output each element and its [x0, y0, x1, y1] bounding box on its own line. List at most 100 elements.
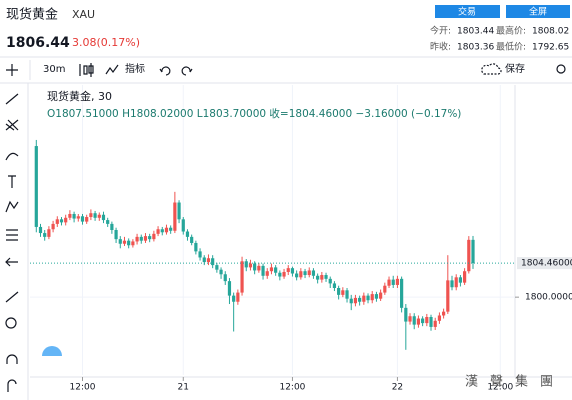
candle-body: [290, 268, 295, 274]
legend-title: 现货黄金, 30: [47, 89, 112, 103]
candle-body: [131, 241, 135, 246]
candle-body: [194, 242, 198, 252]
candle-body: [341, 290, 345, 295]
undo[interactable]: [159, 66, 171, 76]
code: XAU: [72, 8, 95, 21]
candle-body: [337, 288, 341, 295]
stat-value: 1808.02: [532, 27, 569, 37]
magnet-tool[interactable]: [6, 354, 18, 364]
stat-label: 最低价:: [496, 41, 526, 53]
candle-body: [34, 146, 38, 227]
candle-body: [429, 317, 433, 327]
candle-body: [89, 213, 93, 218]
candle-body: [118, 239, 122, 244]
stat-value: 1803.36: [457, 43, 494, 53]
candle-body: [106, 220, 110, 224]
candle-body: [320, 275, 324, 280]
candle-body: [282, 271, 286, 277]
candle-body: [400, 278, 404, 308]
trade-button[interactable]: [435, 5, 500, 18]
crosshair-tool[interactable]: [6, 64, 18, 76]
stat-value: 1792.65: [532, 43, 569, 53]
candle-body: [43, 233, 47, 237]
candle-body: [471, 239, 475, 264]
candle-body: [299, 271, 303, 278]
zoom-tool[interactable]: [5, 317, 17, 329]
candle-body: [374, 294, 379, 299]
candle-body: [442, 311, 446, 316]
candle-body: [278, 272, 282, 277]
line-tool[interactable]: [5, 93, 19, 105]
candle-body: [51, 223, 55, 230]
candle-body: [227, 281, 232, 296]
indicator-icon[interactable]: [105, 64, 119, 75]
candle-body: [236, 292, 240, 302]
candle-body: [349, 298, 353, 304]
candle-body: [383, 285, 387, 293]
candle-body: [148, 236, 152, 240]
candle-body: [370, 294, 374, 301]
candle-body: [248, 263, 253, 268]
symbol: 现货黄金: [6, 7, 58, 23]
candle-body: [467, 239, 471, 272]
lock-tool[interactable]: [7, 379, 17, 392]
candle-body: [362, 295, 366, 302]
ruler-tool[interactable]: [5, 291, 19, 303]
indicators[interactable]: 指标: [125, 62, 145, 75]
candle-body: [181, 219, 185, 232]
fib-tool[interactable]: [5, 119, 19, 131]
candle-body: [177, 202, 181, 220]
chart-type-icon[interactable]: [79, 63, 94, 77]
text-tool[interactable]: [8, 175, 16, 188]
pattern-tool[interactable]: [5, 200, 19, 213]
candle-body: [173, 202, 177, 231]
candle-body: [324, 275, 328, 279]
candle-body: [47, 229, 51, 237]
back-tool[interactable]: [5, 257, 18, 267]
candle-body: [164, 227, 169, 233]
trade-label[interactable]: 交易: [458, 6, 476, 18]
candle-body: [68, 213, 72, 218]
candle-body: [358, 297, 362, 302]
candle-body: [450, 280, 454, 288]
x-tick-label: 21: [178, 383, 189, 393]
candle-body: [261, 265, 265, 276]
candle-body: [76, 216, 80, 219]
candle-body: [404, 307, 408, 322]
candle-body: [169, 227, 173, 231]
watermark: 漢聲集團: [465, 374, 565, 390]
candle-body: [198, 251, 202, 258]
candle-body: [295, 273, 299, 278]
logo: [42, 346, 62, 356]
stat-label: 昨收:: [430, 41, 451, 53]
candle-body: [244, 261, 248, 268]
candle-body: [80, 216, 85, 222]
prediction-tool[interactable]: [6, 229, 18, 241]
last-price-box: [517, 257, 572, 270]
candle-body: [463, 271, 467, 283]
price: 1806.44: [6, 35, 70, 51]
plot: 1800.0000 12:00 21 12:00 22 12:00 1804.46000: [30, 85, 572, 393]
x-tick-label: 12:00: [70, 383, 96, 393]
save[interactable]: 保存: [505, 62, 525, 75]
candle-body: [143, 236, 148, 241]
candle-body: [257, 265, 261, 271]
fullscreen-label[interactable]: 全屏: [529, 6, 547, 18]
redo[interactable]: [181, 66, 193, 76]
cloud-icon[interactable]: [481, 63, 502, 75]
candle-body: [127, 240, 131, 246]
candle-body: [387, 279, 391, 286]
settings[interactable]: [556, 64, 566, 74]
candle-body: [232, 295, 236, 302]
stat-label: 今开:: [430, 25, 451, 37]
fullscreen-button[interactable]: [506, 5, 570, 18]
candle-body: [458, 277, 463, 283]
candle-body: [353, 297, 358, 304]
candle-body: [446, 280, 450, 312]
candle-body: [114, 230, 118, 240]
interval[interactable]: 30m: [43, 64, 65, 75]
candle-body: [345, 290, 349, 299]
ohlc-legend: O1807.51000 H1808.02000 L1803.70000 收=18…: [47, 107, 461, 120]
brush-tool[interactable]: [5, 152, 19, 161]
candle-body: [316, 275, 320, 280]
